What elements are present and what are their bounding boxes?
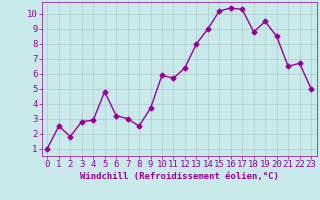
X-axis label: Windchill (Refroidissement éolien,°C): Windchill (Refroidissement éolien,°C) <box>80 172 279 181</box>
